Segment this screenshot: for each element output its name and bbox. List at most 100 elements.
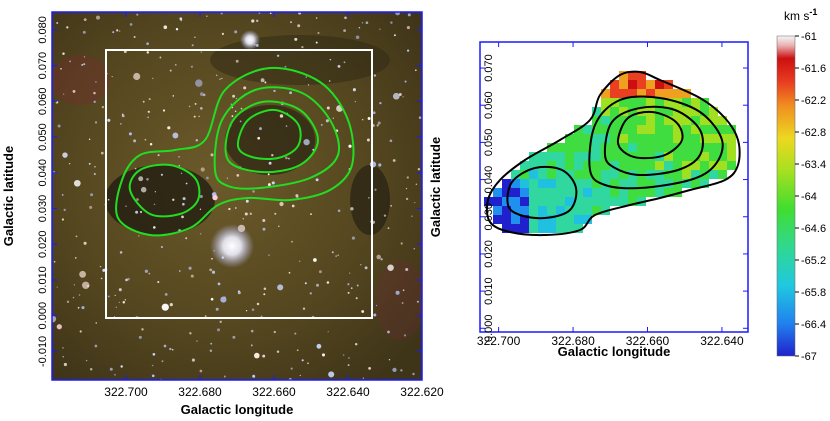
velocity-pixel [637,125,646,134]
velocity-pixel [547,179,556,188]
velocity-pixel [718,116,727,125]
velocity-pixel [673,170,682,179]
star [245,199,249,203]
star [407,13,411,17]
star [335,255,337,257]
contour-line [485,70,741,237]
velocity-pixel [583,206,592,215]
star [148,272,151,275]
right-ylabel: Galactic latitude [428,137,443,237]
star [81,281,90,290]
velocity-pixel [646,179,655,188]
star [289,91,292,95]
star [199,233,202,235]
velocity-pixel [646,89,655,98]
velocity-pixel [538,206,547,215]
velocity-pixel [646,125,655,134]
star [317,31,320,35]
y-tick-label: 0.010 [37,266,49,294]
velocity-pixel [610,152,619,161]
velocity-pixel [493,206,502,215]
star [118,301,120,303]
star [196,340,198,342]
velocity-pixel [601,125,610,134]
star [190,65,193,68]
star [157,280,160,284]
star [179,17,183,21]
velocity-pixel [583,143,592,152]
velocity-pixel [655,134,664,143]
star [107,198,110,201]
star [285,156,288,160]
star [114,373,116,376]
velocity-pixel [520,224,529,233]
star [138,335,142,339]
velocity-pixel [709,134,718,143]
contour-line [213,86,341,190]
velocity-pixel [655,125,664,134]
velocity-pixel [511,215,520,224]
star [393,34,396,37]
star [114,294,116,297]
velocity-pixel [718,152,727,161]
star [157,154,160,157]
star [279,201,284,207]
star [151,364,154,367]
velocity-pixel [610,170,619,179]
star [351,236,355,240]
star [125,205,127,207]
velocity-pixel [700,107,709,116]
star [232,94,236,98]
contour-line [603,105,704,177]
star [174,64,177,66]
star [337,254,339,257]
velocity-pixel [601,98,610,107]
velocity-pixel [538,224,547,233]
star [268,161,272,165]
star [164,292,168,296]
star [307,362,309,365]
star [169,303,173,307]
star [305,76,307,78]
velocity-pixel [538,197,547,206]
velocity-pixel [700,98,709,107]
star [121,114,125,118]
velocity-pixel [646,152,655,161]
velocity-pixel [628,89,637,98]
star [178,164,181,167]
star [380,258,383,261]
velocity-pixel [565,161,574,170]
velocity-pixel [619,152,628,161]
velocity-pixel [610,80,619,89]
star [72,89,76,93]
star [172,132,179,139]
star [138,176,144,182]
star [180,19,183,22]
velocity-pixel [529,152,538,161]
velocity-pixel [601,179,610,188]
star [191,358,195,362]
star [332,117,334,119]
star [141,328,144,331]
star [290,240,294,243]
star [85,359,88,362]
star [365,21,369,25]
star [133,35,136,39]
velocity-pixel [628,107,637,116]
star [198,115,200,118]
velocity-pixel [601,89,610,98]
star [234,110,237,112]
star [210,153,214,157]
dark-cloud [105,165,215,235]
star [119,251,123,254]
star [364,266,368,270]
star [169,347,172,351]
velocity-pixel [655,116,664,125]
star [239,120,242,123]
star [69,60,71,63]
velocity-pixel [628,143,637,152]
y-tick-label: 0.040 [37,159,49,187]
star [390,204,393,207]
star [289,21,293,24]
